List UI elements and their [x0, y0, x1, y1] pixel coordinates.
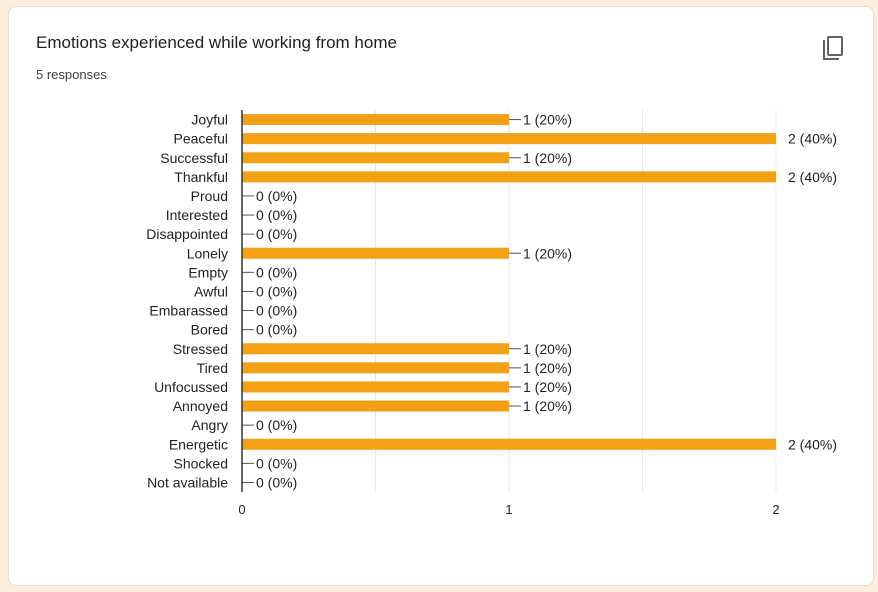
copy-icon	[823, 36, 843, 60]
data-label: 2 (40%)	[788, 169, 837, 185]
category-label: Successful	[160, 150, 228, 166]
data-label: 0 (0%)	[256, 303, 297, 319]
bar	[242, 247, 509, 259]
category-label: Stressed	[173, 341, 228, 357]
data-label: 0 (0%)	[256, 455, 297, 471]
chart-card: Emotions experienced while working from …	[8, 6, 874, 586]
data-label: 0 (0%)	[256, 283, 297, 299]
category-label: Angry	[191, 417, 228, 433]
category-label: Tired	[197, 360, 228, 376]
category-label: Disappointed	[146, 226, 228, 242]
data-label: 0 (0%)	[256, 207, 297, 223]
category-label: Bored	[191, 322, 228, 338]
category-label: Proud	[191, 188, 228, 204]
category-label: Not available	[147, 474, 228, 490]
x-tick-label: 0	[238, 502, 245, 517]
data-label: 2 (40%)	[788, 131, 837, 147]
category-label: Annoyed	[173, 398, 228, 414]
bar	[242, 362, 509, 374]
data-label: 0 (0%)	[256, 264, 297, 280]
data-label: 0 (0%)	[256, 188, 297, 204]
category-label: Embarassed	[149, 303, 228, 319]
data-label: 1 (20%)	[523, 379, 572, 395]
category-label: Energetic	[169, 436, 228, 452]
x-tick-label: 1	[505, 502, 512, 517]
bar	[242, 381, 509, 393]
data-label: 1 (20%)	[523, 360, 572, 376]
bar	[242, 343, 509, 355]
data-label: 2 (40%)	[788, 436, 837, 452]
category-label: Peaceful	[174, 131, 228, 147]
category-label: Shocked	[174, 455, 228, 471]
responses-count: 5 responses	[36, 67, 107, 82]
data-label: 0 (0%)	[256, 474, 297, 490]
bar	[242, 400, 509, 412]
category-label: Thankful	[174, 169, 228, 185]
data-label: 0 (0%)	[256, 226, 297, 242]
category-label: Joyful	[191, 112, 228, 128]
category-label: Lonely	[187, 245, 228, 261]
x-tick-label: 2	[772, 502, 779, 517]
category-label: Empty	[188, 264, 228, 280]
data-label: 0 (0%)	[256, 322, 297, 338]
bar	[242, 152, 509, 164]
data-label: 1 (20%)	[523, 112, 572, 128]
data-label: 1 (20%)	[523, 398, 572, 414]
copy-chart-button[interactable]	[818, 33, 848, 63]
bar	[242, 171, 776, 183]
chart-title: Emotions experienced while working from …	[36, 33, 397, 52]
data-label: 1 (20%)	[523, 245, 572, 261]
data-label: 1 (20%)	[523, 341, 572, 357]
category-label: Awful	[194, 283, 228, 299]
bar	[242, 133, 776, 145]
category-label: Unfocussed	[154, 379, 228, 395]
data-label: 1 (20%)	[523, 150, 572, 166]
bar	[242, 114, 509, 126]
bar	[242, 438, 776, 450]
category-label: Interested	[166, 207, 228, 223]
data-label: 0 (0%)	[256, 417, 297, 433]
